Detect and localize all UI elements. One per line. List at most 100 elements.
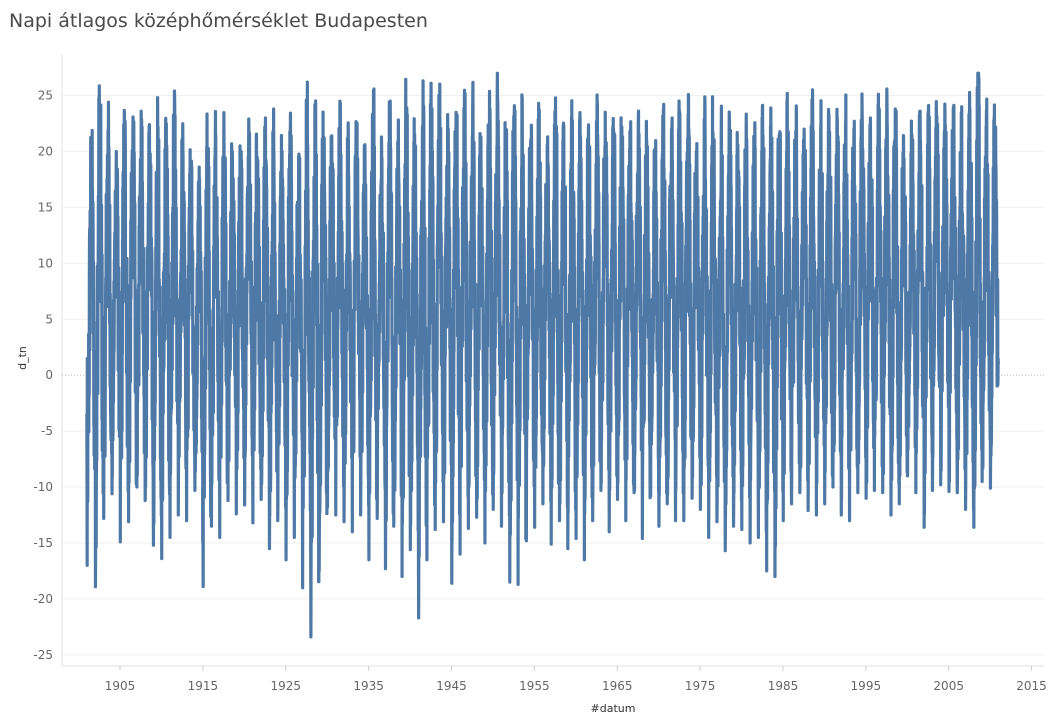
series-segment-1917 xyxy=(217,110,230,539)
series-segment-1936 xyxy=(375,135,387,520)
series-segment-1906 xyxy=(126,115,139,524)
series-segment-1973 xyxy=(681,92,694,523)
series-segment-1977 xyxy=(714,104,727,524)
x-tick-label: 1995 xyxy=(851,679,882,693)
y-tick-label: -25 xyxy=(33,648,53,662)
series-segment-1950 xyxy=(491,71,503,512)
series-segment-1967 xyxy=(632,109,644,495)
series-segment-1959 xyxy=(565,99,578,551)
x-tick-label: 1915 xyxy=(188,679,219,693)
y-tick-label: -15 xyxy=(33,536,53,550)
series-segment-1912 xyxy=(176,122,188,517)
series-segment-1935 xyxy=(366,87,379,562)
series-segment-1908 xyxy=(143,123,155,503)
x-tick-label: 1905 xyxy=(105,679,136,693)
series-segment-1943 xyxy=(433,82,445,532)
series-segment-2008 xyxy=(971,71,984,529)
series-segment-1955 xyxy=(532,101,545,529)
series-segment-1951 xyxy=(499,121,512,528)
series-segment-1996 xyxy=(872,92,885,492)
series-segment-1988 xyxy=(806,88,818,513)
series-segment-1939 xyxy=(400,77,412,579)
series-segment-1999 xyxy=(897,134,909,506)
series-segment-1930 xyxy=(325,134,338,509)
series-segment-1987 xyxy=(797,127,810,495)
series-line xyxy=(85,71,1000,639)
series-segment-1993 xyxy=(847,119,860,523)
series-segment-1929 xyxy=(317,110,329,584)
series-segment-1920 xyxy=(242,117,255,507)
y-tick-label: -5 xyxy=(41,424,53,438)
series-segment-1949 xyxy=(482,89,495,545)
series-segment-1946 xyxy=(458,88,470,556)
series-segment-2005 xyxy=(946,103,959,494)
series-segment-1970 xyxy=(656,102,669,528)
series-segment-1980 xyxy=(739,112,752,532)
series-segment-1952 xyxy=(507,104,520,584)
series-segment-1982 xyxy=(756,103,768,539)
series-segment-1921 xyxy=(250,132,263,525)
series-segment-1938 xyxy=(391,118,404,528)
series-segment-1924 xyxy=(275,133,288,523)
series-segment-1933 xyxy=(350,120,362,534)
x-axis-label: #datum xyxy=(591,702,636,715)
x-tick-label: 1965 xyxy=(602,679,633,693)
series-segment-1994 xyxy=(855,92,868,495)
series-segment-1911 xyxy=(167,89,180,539)
series-segment-1903 xyxy=(101,100,114,520)
series-segment-1937 xyxy=(383,99,396,571)
series-segment-1963 xyxy=(598,110,611,492)
series-segment-1910 xyxy=(159,116,172,561)
series-segment-1940 xyxy=(408,117,420,552)
x-tick-label: 2015 xyxy=(1016,679,1047,693)
series-segment-1961 xyxy=(582,123,594,562)
series-segment-1969 xyxy=(648,139,661,498)
series-segment-1918 xyxy=(225,142,238,503)
series-segment-1934 xyxy=(358,143,371,517)
series-segment-1925 xyxy=(284,111,296,562)
series-segment-1998 xyxy=(888,107,901,517)
series-segment-2006 xyxy=(955,105,967,495)
x-tick-label: 1975 xyxy=(685,679,716,693)
series-segment-1902 xyxy=(93,84,106,589)
y-axis-label: d_tn xyxy=(16,346,29,370)
series-segment-1974 xyxy=(690,142,702,500)
series-segment-1981 xyxy=(748,121,760,545)
x-tick-label: 1925 xyxy=(270,679,301,693)
series-segment-1947 xyxy=(466,80,478,531)
y-tick-label: 25 xyxy=(38,89,53,103)
series-segment-1966 xyxy=(623,120,636,523)
y-tick-label: -10 xyxy=(33,480,53,494)
series-segment-1953 xyxy=(516,93,528,586)
series-segment-2009 xyxy=(980,97,992,484)
series-segment-1992 xyxy=(839,93,851,517)
y-tick-label: -20 xyxy=(33,592,53,606)
series-segment-1942 xyxy=(424,81,437,562)
series-segment-1904 xyxy=(109,149,122,496)
series-segment-1913 xyxy=(184,148,197,523)
series-segment-2010 xyxy=(988,103,1000,490)
series-segment-1945 xyxy=(449,110,462,585)
series-segment-1962 xyxy=(590,93,603,523)
series-segment-1964 xyxy=(607,116,619,534)
series-segment-1914 xyxy=(192,165,205,544)
series-segment-1997 xyxy=(880,87,893,495)
series-segment-1923 xyxy=(267,107,280,551)
y-tick-label: 0 xyxy=(45,368,53,382)
series-segment-1960 xyxy=(574,111,586,541)
series-segment-1979 xyxy=(731,130,744,528)
series-segment-1907 xyxy=(134,109,147,489)
x-tick-label: 2005 xyxy=(933,679,964,693)
series-segment-1971 xyxy=(665,116,677,506)
y-tick-label: 10 xyxy=(38,256,53,270)
series-segment-1958 xyxy=(557,121,570,523)
series-segment-1983 xyxy=(764,106,777,573)
series-segment-1968 xyxy=(640,119,652,541)
series-segment-1928 xyxy=(308,99,321,639)
series-segment-1972 xyxy=(673,99,686,523)
x-tick-label: 1985 xyxy=(768,679,799,693)
y-tick-label: 15 xyxy=(38,200,53,214)
series-segment-1991 xyxy=(830,107,843,489)
